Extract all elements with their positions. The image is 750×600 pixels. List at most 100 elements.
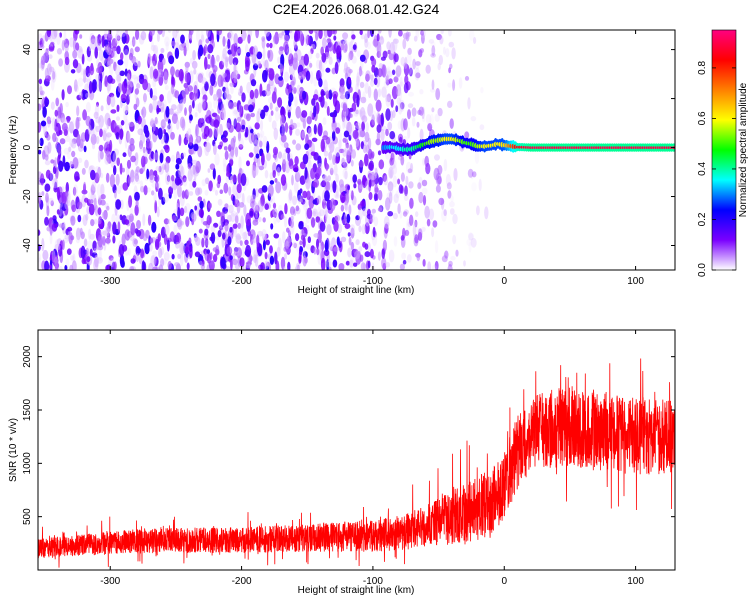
heatmap-cell [286,227,290,233]
heatmap-cell [177,206,181,220]
heatmap-cell [208,180,213,192]
heatmap-cell [330,126,336,133]
heatmap-cell [352,44,357,50]
heatmap-cell [208,202,212,209]
heatmap-cell [64,191,69,197]
heatmap-cell [227,38,231,50]
heatmap-cell [188,245,193,259]
heatmap-cell [115,173,120,186]
heatmap-cell [358,70,364,76]
heatmap-cell [71,119,75,130]
heatmap-cell [300,70,306,80]
heatmap-cell [378,46,383,61]
heatmap-cell [282,159,287,173]
heatmap-cell [276,166,281,177]
heatmap-cell [153,87,157,98]
heatmap-cell [207,53,211,60]
heatmap-cell [302,255,307,267]
heatmap-cell [365,70,371,82]
heatmap-cell [171,253,175,260]
heatmap-cell [397,203,401,214]
heatmap-cell [176,103,183,114]
heatmap-cell [377,113,381,126]
heatmap-cell [426,218,431,227]
heatmap-cell [185,61,189,73]
heatmap-cell [52,177,59,189]
heatmap-cell [315,216,321,223]
heatmap-cell [476,205,480,216]
heatmap-cell [341,157,345,166]
heatmap-cell [74,171,80,182]
heatmap-cell [167,30,172,33]
heatmap-cell [244,239,249,246]
heatmap-cell [241,192,245,206]
heatmap-cell [247,125,252,131]
y-tick-label: 1000 [22,452,33,475]
heatmap-cell [341,219,347,225]
heatmap-cell [288,85,292,91]
heatmap-cell [206,214,212,226]
heatmap-cell [338,132,343,142]
heatmap-cell [150,44,156,52]
heatmap-cell [448,67,451,74]
heatmap-cell [293,180,299,192]
heatmap-cell [310,167,316,180]
heatmap-cell [69,122,73,130]
heatmap-cell [304,33,309,47]
x-tick-label: 0 [501,576,507,587]
heatmap-cell [305,34,311,46]
heatmap-cell [302,190,308,199]
heatmap-cell [212,254,218,263]
heatmap-cell [350,159,354,167]
heatmap-cell [408,63,412,75]
heatmap-cell [294,266,301,270]
heatmap-cell [52,132,57,143]
heatmap-cell [151,182,158,188]
heatmap-cell [221,72,227,78]
heatmap-cell [335,127,341,134]
heatmap-cell [292,164,299,173]
heatmap-cell [284,203,288,215]
heatmap-cell [286,236,291,244]
heatmap-cell [48,264,52,270]
heatmap-cell [338,263,345,270]
heatmap-cell [450,195,454,202]
heatmap-cell [87,91,93,98]
heatmap-cell [359,54,366,62]
heatmap-cell [295,143,302,151]
heatmap-cell [114,189,117,199]
heatmap-cell [61,39,65,51]
heatmap-cell [365,180,370,190]
heatmap-cell [163,132,169,144]
heatmap-cell [303,53,309,66]
heatmap-cell [217,74,223,88]
heatmap-cell [176,119,180,130]
heatmap-cell [347,52,351,62]
heatmap-cell [38,103,42,111]
heatmap-cell [134,169,139,176]
heatmap-cell [44,97,50,107]
heatmap-cell [434,260,439,270]
heatmap-cell [97,219,102,225]
heatmap-cell [267,96,273,104]
heatmap-cell [58,160,64,172]
heatmap-cell [367,242,371,253]
heatmap-cell [205,237,209,248]
heatmap-cell [213,125,219,138]
y-tick-label: 1500 [22,398,33,421]
heatmap-cell [82,214,88,227]
heatmap-cell [52,71,56,80]
heatmap-cell [116,73,122,85]
heatmap-cell [415,64,420,70]
heatmap-cell [95,74,100,82]
heatmap-cell [290,30,295,40]
heatmap-cell [195,103,200,112]
heatmap-cell [451,47,456,60]
heatmap-cell [264,169,269,179]
heatmap-cell [278,48,284,56]
heatmap-cell [374,184,379,195]
heatmap-cell [427,261,432,270]
heatmap-cell [283,71,290,83]
heatmap-cell [157,127,163,140]
heatmap-cell [436,33,442,41]
